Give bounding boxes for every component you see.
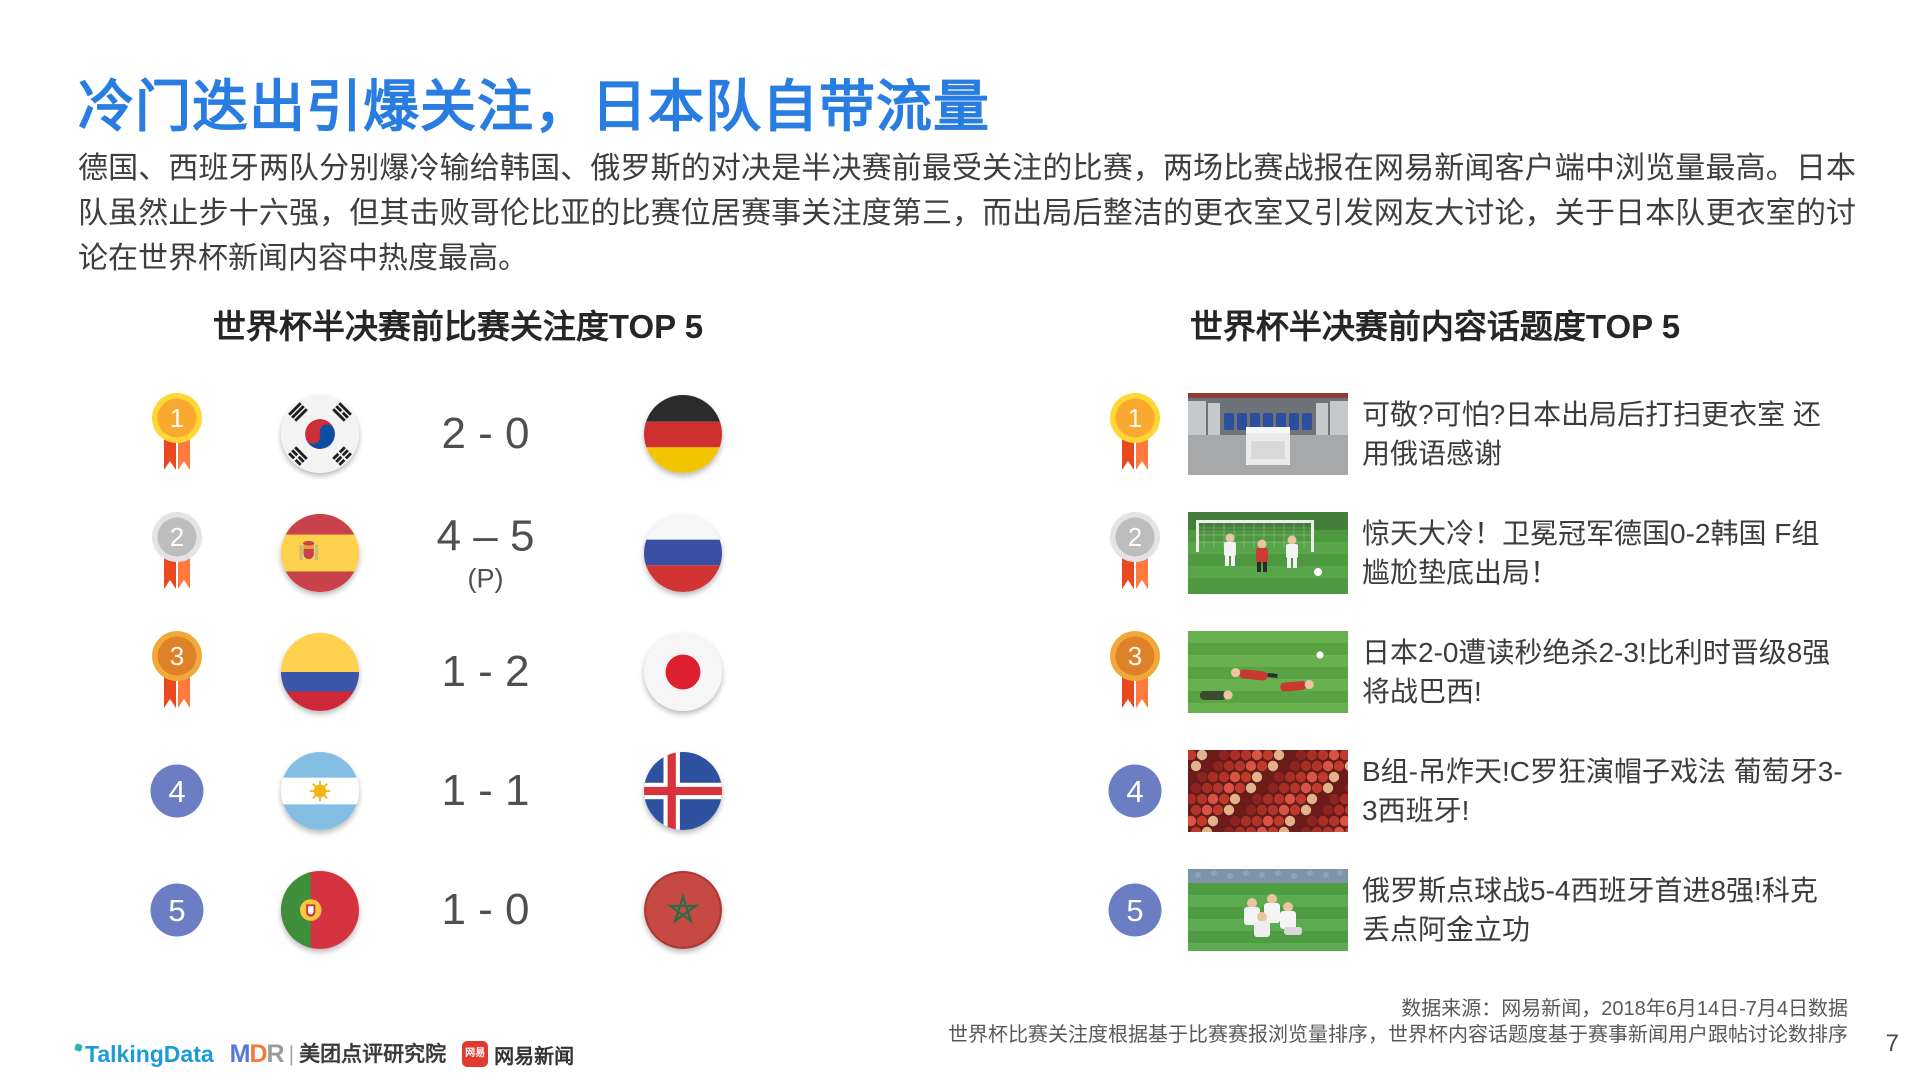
match-row: 1 2 - 0 bbox=[78, 374, 838, 493]
svg-text:3: 3 bbox=[1128, 641, 1142, 671]
score-wrap: 1 - 0 bbox=[408, 885, 563, 935]
topic-row: 4 B组-吊炸天!C罗狂演帽子戏法 葡萄牙3-3西班牙! bbox=[1100, 731, 1890, 850]
meituan-dianping-logo: MDR | 美团点评研究院 bbox=[229, 1039, 447, 1068]
match-list: 1 2 - 0 2 4 – 5 (P) 3 1 - 2 4 1 - 1 5 bbox=[78, 374, 838, 969]
thumbnail-goal-scene-icon bbox=[1188, 511, 1348, 594]
news-headline: 日本2-0遭读秒绝杀2-3!比利时晋级8强将战巴西! bbox=[1362, 636, 1831, 707]
flag-russia-icon bbox=[644, 513, 722, 592]
match-score: 4 – 5 bbox=[436, 511, 535, 560]
netease-news-label: 网易新闻 bbox=[494, 1045, 575, 1068]
match-score: 2 - 0 bbox=[441, 408, 530, 458]
penalty-note: (P) bbox=[467, 563, 504, 593]
match-score: 1 - 2 bbox=[441, 646, 530, 696]
meituan-research-label: 美团点评研究院 bbox=[299, 1042, 447, 1066]
flag-south-korea-icon bbox=[281, 394, 359, 473]
rank-4-badge-icon: 4 bbox=[149, 748, 205, 834]
svg-text:4: 4 bbox=[1126, 774, 1143, 809]
rank-3-badge-icon: 3 bbox=[1107, 629, 1163, 715]
svg-text:1: 1 bbox=[170, 403, 184, 433]
match-score: 1 - 0 bbox=[441, 884, 530, 934]
rank-1-badge-icon: 1 bbox=[1107, 391, 1163, 477]
score-wrap: 1 - 1 bbox=[408, 766, 563, 816]
talkingdata-leaf-icon bbox=[74, 1042, 83, 1052]
score-wrap: 4 – 5 (P) bbox=[408, 511, 563, 594]
talkingdata-logo: TalkingData bbox=[74, 1040, 214, 1067]
logo-divider: | bbox=[288, 1042, 295, 1066]
flag-germany-icon bbox=[644, 394, 722, 473]
topic-list: 1 可敬?可怕?日本出局后打扫更衣室 还用俄语感谢 2 惊天大冷！卫冕冠军德国0… bbox=[1100, 374, 1890, 969]
rank-2-badge-icon: 2 bbox=[1107, 510, 1163, 596]
thumbnail-celebration-icon bbox=[1188, 868, 1348, 951]
rank-5-badge-icon: 5 bbox=[149, 867, 205, 953]
news-headline: 可敬?可怕?日本出局后打扫更衣室 还用俄语感谢 bbox=[1362, 398, 1821, 469]
flag-japan-icon bbox=[644, 632, 722, 711]
rank-1-badge-icon: 1 bbox=[149, 391, 205, 477]
flag-colombia-icon bbox=[281, 632, 359, 711]
svg-text:2: 2 bbox=[170, 522, 184, 552]
netease-news-logo: 网易 网易新闻 bbox=[462, 1040, 574, 1069]
thumbnail-pitch-players-icon bbox=[1188, 630, 1348, 713]
thumbnail-locker-room-icon bbox=[1188, 392, 1348, 475]
data-source-line: 数据来源：网易新闻，2018年6月14日-7月4日数据 bbox=[1401, 998, 1848, 1020]
match-score: 1 - 1 bbox=[441, 765, 530, 815]
svg-text:2: 2 bbox=[1128, 522, 1142, 552]
topic-row: 3 日本2-0遭读秒绝杀2-3!比利时晋级8强将战巴西! bbox=[1100, 612, 1890, 731]
flag-morocco-icon bbox=[644, 870, 722, 949]
news-headline: 俄罗斯点球战5-4西班牙首进8强!科克丢点阿金立功 bbox=[1362, 874, 1818, 945]
rank-3-badge-icon: 3 bbox=[149, 629, 205, 715]
thumbnail-fans-crowd-icon bbox=[1188, 749, 1348, 832]
right-panel-heading: 世界杯半决赛前内容话题度TOP 5 bbox=[1189, 308, 1681, 345]
talkingdata-wordmark: TalkingData bbox=[85, 1040, 214, 1067]
match-row: 4 1 - 1 bbox=[78, 731, 838, 850]
mdr-wordmark: MDR bbox=[229, 1039, 285, 1068]
intro-paragraph: 德国、西班牙两队分别爆冷输给韩国、俄罗斯的对决是半决赛前最受关注的比赛，两场比赛… bbox=[78, 152, 1856, 275]
flag-portugal-icon bbox=[281, 870, 359, 949]
svg-text:5: 5 bbox=[168, 893, 185, 928]
logo-bar: TalkingData MDR | 美团点评研究院 网易 网易新闻 bbox=[74, 1039, 574, 1069]
topic-row: 1 可敬?可怕?日本出局后打扫更衣室 还用俄语感谢 bbox=[1100, 374, 1890, 493]
svg-text:5: 5 bbox=[1126, 893, 1143, 928]
netease-app-icon: 网易 bbox=[462, 1041, 489, 1067]
news-headline: B组-吊炸天!C罗狂演帽子戏法 葡萄牙3-3西班牙! bbox=[1362, 755, 1843, 826]
match-row: 5 1 - 0 bbox=[78, 850, 838, 969]
rank-5-badge-icon: 5 bbox=[1107, 867, 1163, 953]
methodology-line: 世界杯比赛关注度根据基于比赛赛报浏览量排序，世界杯内容话题度基于赛事新闻用户跟帖… bbox=[948, 1024, 1848, 1046]
page-title: 冷门迭出引爆关注，日本队自带流量 bbox=[78, 75, 990, 138]
svg-text:4: 4 bbox=[168, 774, 185, 809]
topic-row: 5 俄罗斯点球战5-4西班牙首进8强!科克丢点阿金立功 bbox=[1100, 850, 1890, 969]
svg-text:3: 3 bbox=[170, 641, 184, 671]
flag-iceland-icon bbox=[644, 751, 722, 830]
news-headline: 惊天大冷！卫冕冠军德国0-2韩国 F组尴尬垫底出局！ bbox=[1362, 517, 1820, 588]
page-number: 7 bbox=[1885, 1030, 1899, 1057]
flag-spain-icon bbox=[281, 513, 359, 592]
left-panel-heading: 世界杯半决赛前比赛关注度TOP 5 bbox=[212, 308, 704, 345]
match-row: 3 1 - 2 bbox=[78, 612, 838, 731]
score-wrap: 2 - 0 bbox=[408, 409, 563, 459]
topic-row: 2 惊天大冷！卫冕冠军德国0-2韩国 F组尴尬垫底出局！ bbox=[1100, 493, 1890, 612]
match-row: 2 4 – 5 (P) bbox=[78, 493, 838, 612]
svg-text:1: 1 bbox=[1128, 403, 1142, 433]
flag-argentina-icon bbox=[281, 751, 359, 830]
rank-2-badge-icon: 2 bbox=[149, 510, 205, 596]
score-wrap: 1 - 2 bbox=[408, 647, 563, 697]
rank-4-badge-icon: 4 bbox=[1107, 748, 1163, 834]
